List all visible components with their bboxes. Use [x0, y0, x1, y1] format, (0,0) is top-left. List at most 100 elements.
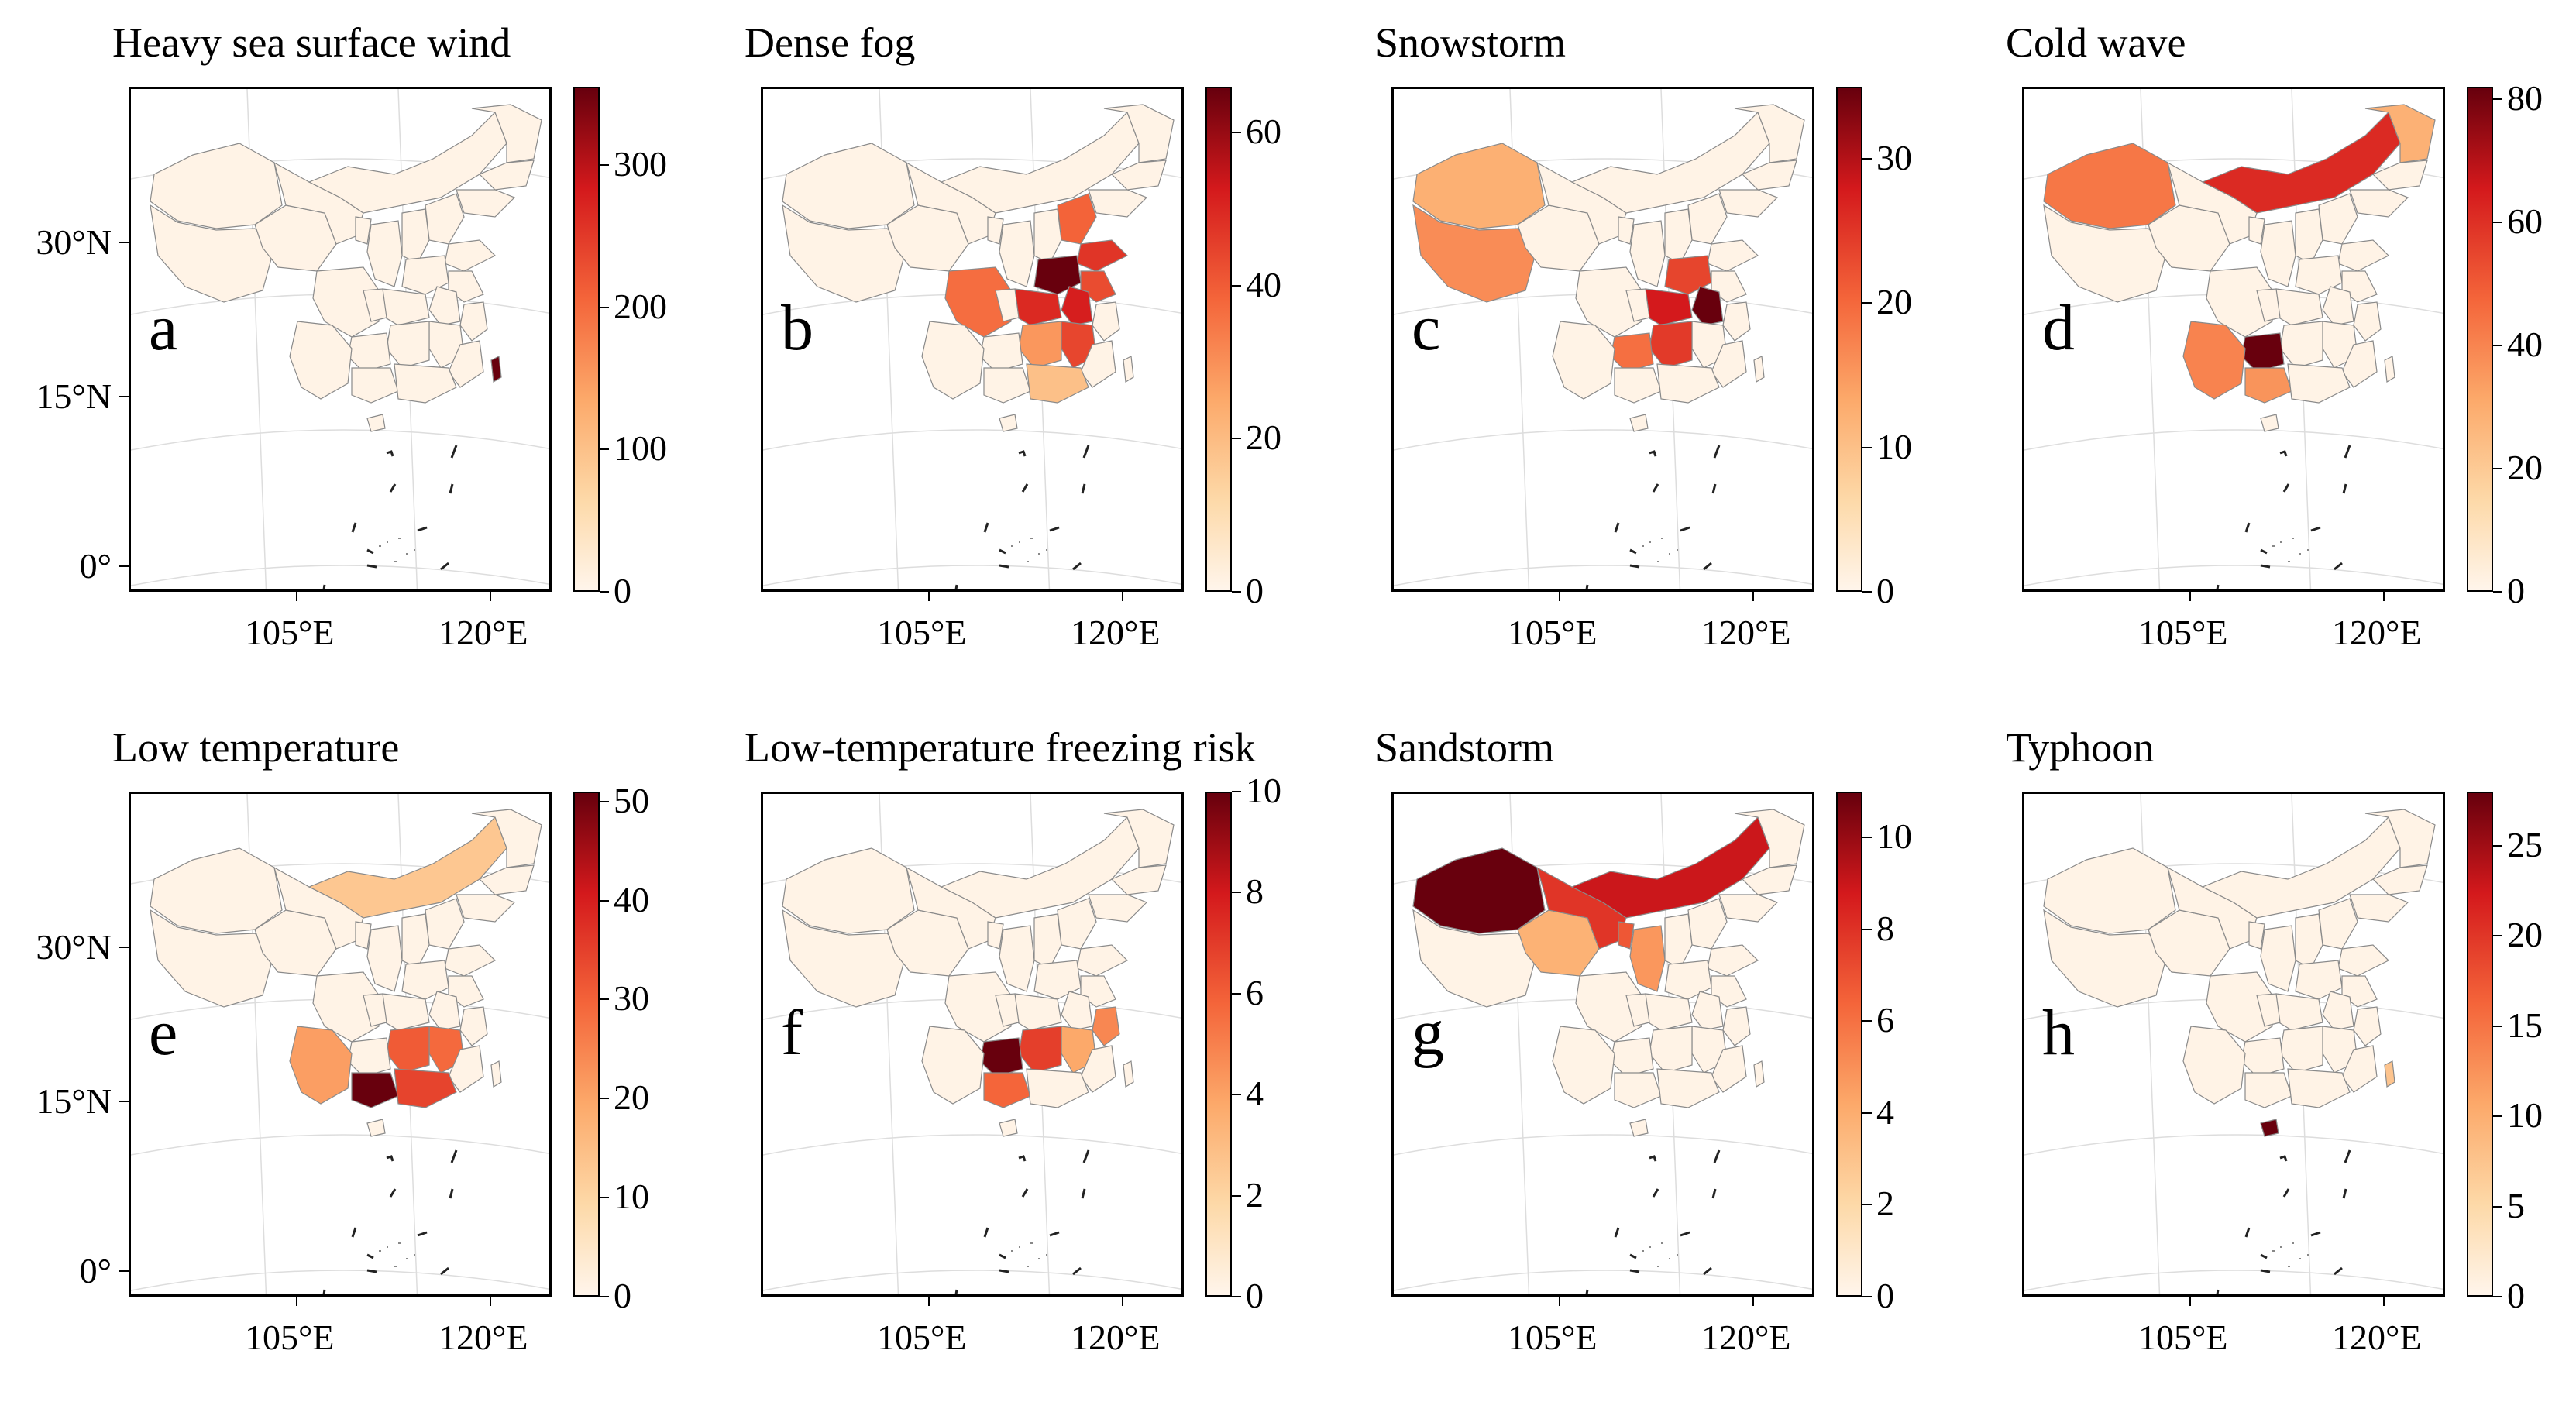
region-tibet — [150, 909, 275, 1008]
colorbar-tick-label: 25 — [2507, 824, 2543, 864]
longitude-label: 105°E — [1508, 613, 1598, 652]
colorbar-tick — [1232, 791, 1241, 792]
region-jilin — [2371, 864, 2428, 895]
region-shaanxi — [2260, 925, 2296, 992]
region-chongqing — [363, 993, 387, 1027]
choropleth-map — [1391, 87, 1814, 592]
longitude-label: 105°E — [2138, 1318, 2228, 1357]
region-chongqing — [995, 993, 1020, 1027]
region-guizhou — [347, 1037, 391, 1077]
choropleth-map — [129, 87, 552, 592]
colorbar-tick-label: 200 — [614, 286, 667, 326]
region-guangdong — [1026, 1068, 1089, 1108]
region-anhui — [1691, 991, 1724, 1031]
region-yunnan — [2182, 321, 2246, 400]
colorbar-tick — [600, 306, 609, 308]
region-heilongjiang — [1734, 104, 1805, 163]
colorbar-tick-label: 0 — [614, 1276, 631, 1315]
region-jiangsu — [448, 975, 484, 1008]
colorbar-tick — [2493, 98, 2502, 100]
region-yunnan — [921, 1026, 985, 1105]
colorbar-tick-label: 20 — [2507, 447, 2543, 487]
panel-letter: c — [1412, 292, 1441, 364]
region-chongqing — [363, 288, 387, 322]
region-guizhou — [2241, 1037, 2285, 1077]
region-yunnan — [1552, 1026, 1615, 1105]
region-guizhou — [979, 1037, 1023, 1077]
region-shanxi — [1033, 208, 1062, 264]
region-zhejiang — [1722, 301, 1751, 342]
region-hubei — [2272, 288, 2323, 326]
colorbar — [1836, 792, 1862, 1297]
colorbar-tick-label: 30 — [614, 978, 649, 1019]
colorbar-tick — [600, 1098, 609, 1100]
latitude-tick — [119, 947, 129, 948]
colorbar-tick-label: 15 — [2507, 1005, 2543, 1045]
longitude-label: 105°E — [245, 1318, 335, 1357]
region-anhui — [1061, 286, 1093, 326]
region-sichuan — [1575, 266, 1642, 338]
region-shaanxi — [999, 925, 1035, 992]
colorbar-tick-label: 0 — [1876, 571, 1894, 610]
region-liaoning — [1718, 189, 1779, 218]
longitude-label: 105°E — [2138, 613, 2228, 652]
region-xinjiang — [150, 847, 283, 934]
colorbar-tick-label: 20 — [2507, 915, 2543, 955]
colorbar-tick — [1862, 591, 1872, 593]
region-ningxia — [1618, 216, 1635, 245]
colorbar-tick-label: 10 — [1876, 816, 1912, 857]
colorbar-tick — [600, 800, 609, 802]
region-hubei — [1010, 288, 1062, 326]
region-guangdong — [394, 363, 457, 404]
colorbar-tick-label: 50 — [614, 780, 649, 820]
region-jiangsu — [2341, 270, 2378, 303]
region-jilin — [478, 160, 535, 191]
colorbar-tick — [2493, 591, 2502, 593]
region-ningxia — [2248, 921, 2265, 950]
map-panel-c: Snowstorm c 105°E 120°E 0 10 20 30 — [1263, 0, 1912, 697]
latitude-tick — [119, 242, 129, 243]
map-panel-h: Typhoon h 105°E 120°E 0 5 10 15 20 25 — [1893, 705, 2543, 1402]
colorbar-tick — [1862, 1204, 1872, 1206]
region-hebei — [425, 193, 465, 245]
map-panel-e: Low temperature e 30°N 15°N 0° 105°E 120°E 0 10 2… — [0, 705, 649, 1402]
colorbar — [1205, 792, 1232, 1297]
region-sichuan — [944, 971, 1012, 1043]
region-hebei — [2318, 193, 2358, 245]
panel-title: Low-temperature freezing risk — [745, 724, 1256, 771]
region-fujian — [1711, 340, 1747, 388]
region-heilongjiang — [471, 809, 542, 868]
colorbar-tick-label: 80 — [2507, 77, 2543, 118]
region-chongqing — [2256, 993, 2281, 1027]
colorbar-tick-label: 300 — [614, 144, 667, 184]
choropleth-map — [1391, 792, 1814, 1297]
colorbar — [1836, 87, 1862, 592]
region-heilongjiang — [1103, 104, 1175, 163]
colorbar-tick-label: 0 — [2507, 571, 2525, 610]
colorbar-tick — [2493, 1205, 2502, 1208]
region-ningxia — [987, 216, 1004, 245]
latitude-label: 15°N — [36, 376, 112, 416]
region-zhejiang — [1092, 1006, 1120, 1046]
longitude-tick — [1122, 592, 1123, 601]
region-jilin — [478, 864, 535, 895]
colorbar — [2467, 87, 2493, 592]
region-shaanxi — [2260, 220, 2296, 287]
region-guizhou — [979, 332, 1023, 373]
colorbar-tick — [1232, 591, 1241, 593]
colorbar-tick-label: 40 — [614, 879, 649, 919]
region-shaanxi — [366, 925, 403, 992]
colorbar-tick-label: 6 — [1246, 972, 1264, 1012]
panel-title: Sandstorm — [1375, 724, 1555, 771]
region-guangxi — [1614, 1072, 1662, 1108]
region-fujian — [1711, 1045, 1747, 1093]
colorbar-tick — [1862, 158, 1872, 160]
colorbar-tick — [600, 899, 609, 902]
panel-title: Typhoon — [2006, 724, 2155, 771]
colorbar-tick-label: 5 — [2507, 1185, 2525, 1225]
region-xinjiang — [150, 143, 283, 229]
colorbar-tick — [600, 998, 609, 1001]
region-liaoning — [456, 894, 516, 923]
colorbar-tick-label: 2 — [1246, 1174, 1264, 1215]
region-zhejiang — [2353, 1006, 2382, 1046]
